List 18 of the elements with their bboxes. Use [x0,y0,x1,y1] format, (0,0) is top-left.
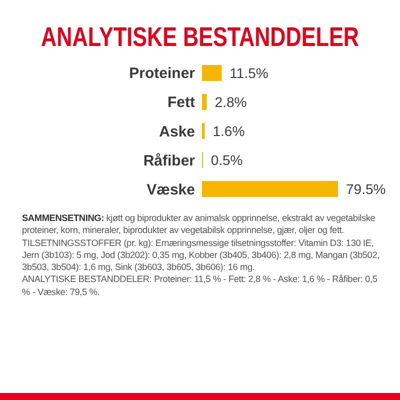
text: SAMMENSETNING: kjøtt og biprodukter av animalsk opprinnelse, ekstrakt av vegetabilske proteiner, korn, mineraler, biprodukter av vegetabilsk opprinnelse, gjær, oljer og fett. [22,212,376,237]
bar [202,181,338,197]
y-tick-label: Råfiber [143,152,196,170]
text: TILSETNINGSSTOFFER (pr. kg): Ernæringsmessige tilsetningsstoffer: Vitamin D3: 130 IE, Jern (3b103): 5 mg, Jod (3b202): 0,35 mg, Kobber (3b405, 3b406): 2,8 mg, Mangan (3b502, 3b503, 3b504): 1,6 mg, Sink (3b603, 3b605, 3b606): 16 mg. [22,236,380,274]
bar [202,65,222,81]
text: ANALYTISKE BESTANDDELER: Proteiner: 11,5 % - Fett: 2,8 % - Aske: 1,6 % - Råfiber: 0,5 % - Væske: 79,5 %. [22,273,378,298]
data-label: 79.5% [346,180,386,197]
chart-title: ANALYTISKE BESTANDDELER [41,22,360,53]
data-label: 11.5% [230,64,268,81]
data-label: 0.5% [210,152,243,168]
data-label: 2.8% [214,94,247,110]
y-tick-label: Væske [146,181,195,198]
bar [202,123,205,139]
y-tick-label: Aske [159,123,195,140]
data-label: 1.6% [212,122,245,139]
y-tick-label: Proteiner [129,65,196,82]
bar [202,94,207,110]
y-tick-label: Fett [168,94,195,112]
